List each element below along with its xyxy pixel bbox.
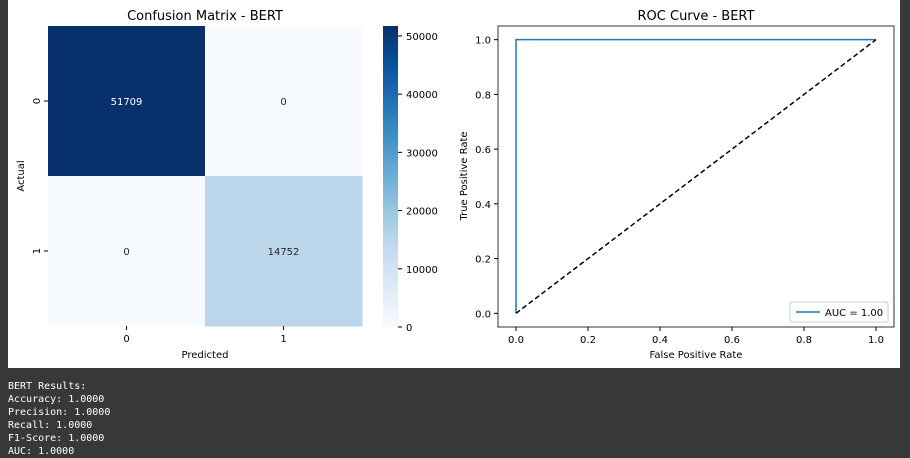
roc-ytick-label: 0.0 xyxy=(475,309,491,320)
cm-cell xyxy=(205,26,363,177)
output-line: Accuracy: 1.0000 xyxy=(8,394,105,405)
colorbar-tick-label: 0 xyxy=(406,323,412,334)
roc-xtick-label: 0.8 xyxy=(796,335,812,346)
cm-cell xyxy=(205,176,363,327)
cm-xtick-label: 0 xyxy=(123,334,129,345)
cm-xlabel: Predicted xyxy=(182,350,229,361)
cm-cell-value: 0 xyxy=(123,247,129,258)
roc-ytick-label: 1.0 xyxy=(475,36,491,47)
roc-title: ROC Curve - BERT xyxy=(638,9,755,24)
roc-xlabel: False Positive Rate xyxy=(650,350,743,361)
cm-ytick-label: 0 xyxy=(32,98,43,104)
roc-legend: AUC = 1.00 xyxy=(789,301,889,323)
console-output: BERT Results: Accuracy: 1.0000 Precision: … xyxy=(8,380,110,458)
output-line: Recall: 1.0000 xyxy=(8,420,93,431)
roc-xtick-label: 1.0 xyxy=(868,335,884,346)
cm-cell-value: 51709 xyxy=(111,97,143,108)
roc-xtick-label: 0.0 xyxy=(508,335,524,346)
output-line: AUC: 1.0000 xyxy=(8,446,75,457)
figure-canvas: Confusion Matrix - BERT 51709 00 14752 0 10… xyxy=(16,9,895,361)
roc-legend-box xyxy=(789,301,889,323)
colorbar-tick-label: 10000 xyxy=(406,265,438,276)
colorbar xyxy=(383,26,398,327)
colorbar-tick-label: 30000 xyxy=(406,148,438,159)
roc-curve-line xyxy=(515,38,876,314)
roc-baseline-line xyxy=(515,39,877,314)
colorbar-tick-label: 50000 xyxy=(406,32,438,43)
cm-cell-value: 0 xyxy=(280,97,286,108)
roc-ytick-label: 0.6 xyxy=(475,145,491,156)
colorbar-tick-label: 40000 xyxy=(406,90,438,101)
roc-curve-chart: ROC Curve - BERT 0.0 0.2 0.4 0.6 0.8 1.0 0.0 0.… xyxy=(459,9,895,361)
colorbar-tick-label: 20000 xyxy=(406,207,438,218)
cm-xtick-label: 1 xyxy=(280,334,286,345)
roc-ytick-label: 0.8 xyxy=(475,90,491,101)
cm-cell xyxy=(48,176,206,327)
roc-ylabel: True Positive Rate xyxy=(459,131,470,221)
roc-xtick-label: 0.4 xyxy=(652,335,668,346)
cm-cell xyxy=(48,26,206,177)
output-line: F1-Score: 1.0000 xyxy=(8,433,105,444)
cm-cell-value: 14752 xyxy=(268,247,300,258)
roc-xtick-label: 0.2 xyxy=(580,335,596,346)
confusion-matrix-chart: Confusion Matrix - BERT 51709 00 14752 0 10… xyxy=(16,9,438,361)
output-line: BERT Results: xyxy=(8,381,87,392)
cm-title: Confusion Matrix - BERT xyxy=(127,9,283,24)
roc-legend-label: AUC = 1.00 xyxy=(825,308,883,319)
roc-ytick-label: 0.4 xyxy=(475,200,491,211)
roc-ytick-label: 0.2 xyxy=(475,255,491,266)
cm-ytick-label: 1 xyxy=(32,248,43,254)
cm-ylabel: Actual xyxy=(16,160,27,191)
output-line: Precision: 1.0000 xyxy=(8,407,111,418)
roc-xtick-label: 0.6 xyxy=(724,335,740,346)
